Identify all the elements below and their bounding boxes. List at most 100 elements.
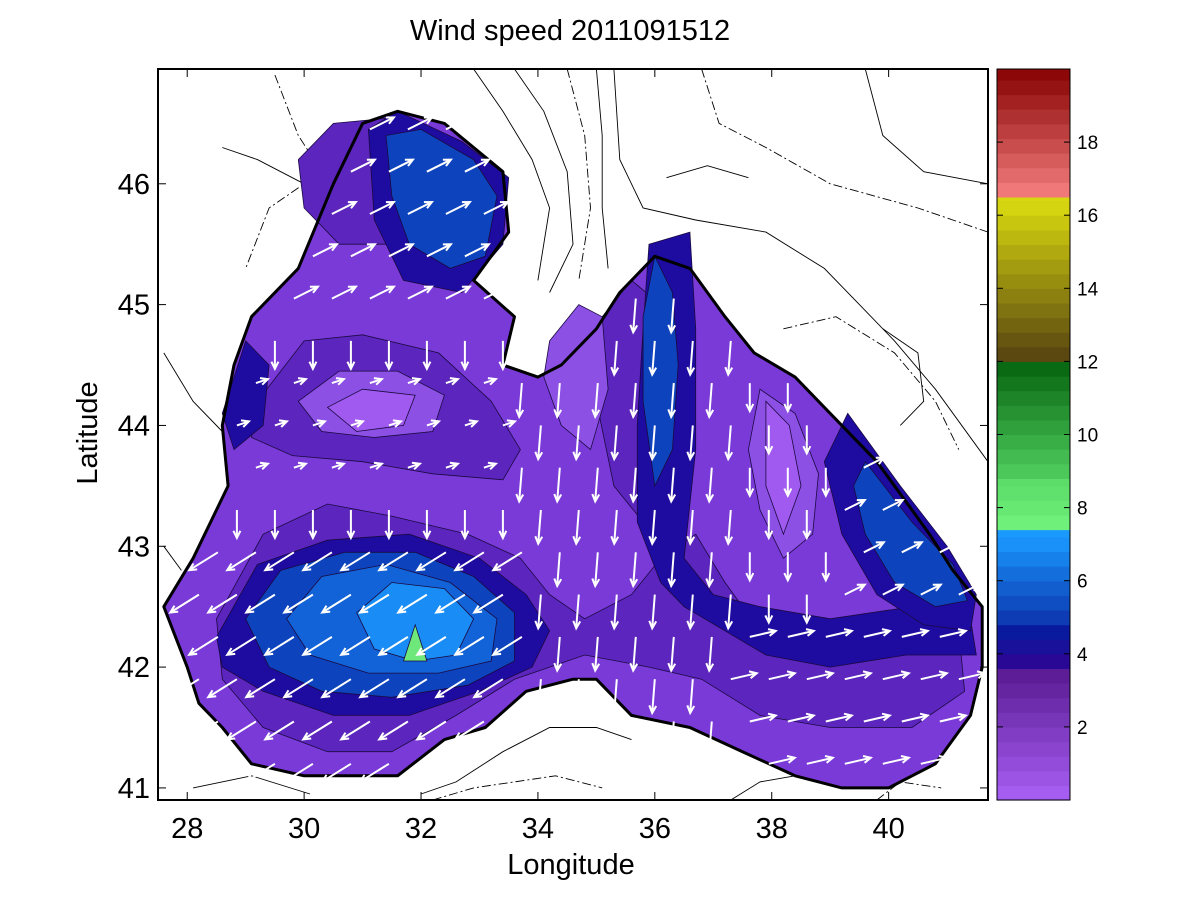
wind-arrow bbox=[369, 116, 396, 131]
colorbar-band bbox=[997, 726, 1070, 743]
wind-arrow bbox=[958, 670, 988, 681]
colorbar-band bbox=[997, 123, 1070, 140]
wind-arrow bbox=[396, 678, 428, 699]
wind-arrow bbox=[745, 552, 755, 583]
colorbar-band bbox=[997, 361, 1070, 377]
wind-speed-contours bbox=[163, 110, 983, 789]
wind-arrow bbox=[244, 762, 276, 783]
colorbar-band bbox=[997, 259, 1070, 275]
colorbar-tick-label: 12 bbox=[1077, 352, 1098, 373]
wind-arrow bbox=[308, 510, 318, 541]
wind-arrow bbox=[464, 158, 491, 173]
wind-arrow bbox=[415, 720, 447, 741]
wind-arrow bbox=[686, 509, 696, 546]
wind-arrow bbox=[844, 583, 867, 596]
wind-arrow bbox=[331, 200, 358, 215]
colorbar-band bbox=[997, 434, 1070, 450]
wind-arrow bbox=[350, 419, 366, 428]
colorbar-band bbox=[997, 668, 1070, 684]
wind-arrow bbox=[274, 419, 290, 428]
wind-arrow bbox=[705, 721, 715, 758]
wind-arrow bbox=[806, 755, 836, 765]
wind-arrow bbox=[426, 243, 453, 258]
colorbar-band bbox=[997, 580, 1070, 596]
y-axis-label: Latitude bbox=[72, 381, 104, 484]
wind-arrow bbox=[301, 636, 333, 657]
wind-arrow bbox=[534, 594, 544, 631]
colorbar-band bbox=[997, 551, 1070, 567]
wind-arrow bbox=[346, 510, 356, 541]
colorbar-band bbox=[997, 419, 1070, 436]
wind-arrow bbox=[244, 593, 276, 614]
wind-vectors bbox=[168, 116, 988, 783]
wind-arrow bbox=[610, 679, 620, 716]
wind-arrow bbox=[863, 456, 886, 469]
wind-arrow bbox=[591, 383, 601, 420]
wind-arrow bbox=[705, 552, 715, 589]
wind-arrow bbox=[724, 594, 734, 631]
x-axis-label: Longitude bbox=[507, 849, 634, 881]
wind-arrow bbox=[783, 552, 793, 583]
y-tick-label: 44 bbox=[118, 410, 150, 442]
wind-arrow bbox=[293, 377, 309, 386]
colorbar-band bbox=[997, 405, 1070, 421]
wind-speed-region bbox=[385, 128, 498, 269]
colorbar-band bbox=[997, 609, 1070, 626]
wind-arrow bbox=[629, 467, 639, 504]
land-contour-line bbox=[613, 69, 988, 462]
wind-arrow bbox=[460, 340, 470, 372]
colorbar-band bbox=[997, 529, 1070, 538]
wind-arrow bbox=[806, 670, 836, 681]
wind-arrow bbox=[705, 467, 715, 504]
colorbar-band bbox=[997, 514, 1070, 531]
wind-arrow bbox=[187, 720, 219, 741]
wind-arrow bbox=[187, 551, 219, 572]
wind-arrow bbox=[225, 636, 257, 657]
wind-arrow bbox=[724, 509, 734, 546]
x-tick-label: 32 bbox=[405, 813, 437, 845]
colorbar-band bbox=[997, 288, 1070, 304]
wind-arrow bbox=[610, 594, 620, 631]
wind-arrow bbox=[939, 712, 969, 723]
wind-arrow bbox=[498, 340, 508, 372]
wind-arrow bbox=[445, 200, 472, 215]
wind-arrow bbox=[453, 636, 485, 657]
wind-arrow bbox=[825, 628, 855, 638]
wind-arrow bbox=[572, 594, 582, 631]
wind-arrow bbox=[407, 200, 434, 215]
wind-arrow bbox=[572, 509, 582, 546]
land-contour-line bbox=[222, 147, 305, 185]
wind-arrow bbox=[358, 593, 390, 614]
wind-arrow bbox=[515, 383, 525, 420]
wind-arrow bbox=[236, 419, 252, 428]
x-axis-ticks: 28 30 32 34 36 38 40 bbox=[171, 69, 905, 845]
wind-arrow bbox=[629, 636, 639, 673]
land-contour-line bbox=[432, 775, 603, 800]
x-tick-label: 36 bbox=[639, 813, 671, 845]
colorbar-band bbox=[997, 273, 1070, 289]
wind-arrow bbox=[686, 594, 696, 631]
wind-arrow bbox=[407, 377, 423, 386]
land-contour-line bbox=[595, 69, 609, 269]
wind-arrow bbox=[491, 636, 523, 657]
colorbar-band bbox=[997, 712, 1070, 728]
wind-arrow bbox=[553, 383, 563, 420]
y-tick-label: 43 bbox=[118, 531, 150, 563]
wind-arrow bbox=[377, 551, 409, 572]
wind-arrow bbox=[358, 678, 390, 699]
wind-arrow bbox=[282, 762, 314, 783]
wind-arrow bbox=[388, 243, 415, 258]
wind-arrow bbox=[498, 510, 508, 541]
wind-arrow bbox=[369, 377, 385, 386]
land-contour-line bbox=[701, 69, 988, 233]
wind-arrow bbox=[591, 636, 601, 673]
land-contour-line bbox=[514, 69, 574, 293]
wind-arrow bbox=[920, 755, 950, 765]
wind-arrow bbox=[768, 755, 798, 765]
wind-arrow bbox=[369, 285, 396, 300]
colorbar-ticks: 2 4 6 8 10 12 14 16 18 bbox=[997, 133, 1099, 739]
land-contour-line bbox=[193, 775, 311, 795]
land-contour-line bbox=[473, 69, 551, 281]
wind-arrow bbox=[749, 712, 779, 723]
colorbar-band bbox=[997, 153, 1070, 169]
